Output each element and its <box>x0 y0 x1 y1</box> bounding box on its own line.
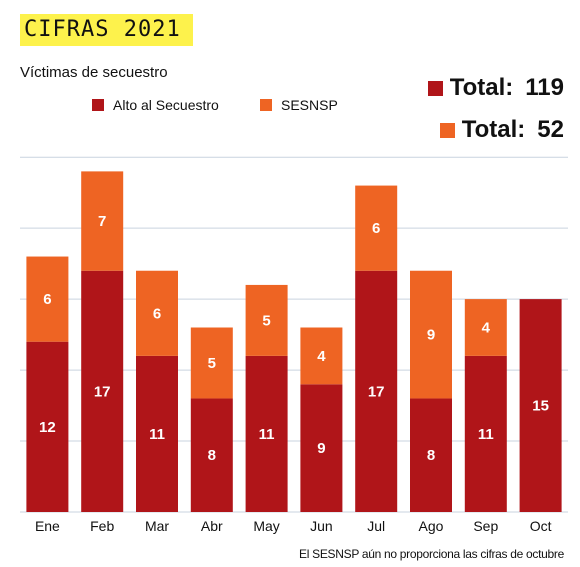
x-tick-ene: Ene <box>35 518 60 534</box>
bar-label-sesnsp-abr: 5 <box>208 355 216 372</box>
bar-sesnsp-may <box>245 284 288 356</box>
x-tick-feb: Feb <box>90 518 114 534</box>
bar-alto-jul <box>355 270 398 512</box>
title-badge-text: CIFRAS 2021 <box>24 17 181 42</box>
bar-label-sesnsp-ago: 9 <box>427 327 435 344</box>
bar-label-alto-sep: 11 <box>478 426 494 443</box>
total-label-alto: Total: <box>449 74 514 101</box>
legend-swatch-sesnsp <box>260 99 272 111</box>
bar-alto-mar <box>136 355 178 512</box>
bar-label-sesnsp-feb: 7 <box>98 213 106 230</box>
legend-swatch-alto <box>92 99 104 111</box>
bar-label-sesnsp-jun: 4 <box>317 348 326 365</box>
x-tick-sep: Sep <box>473 518 498 534</box>
bar-sesnsp-abr <box>190 327 233 399</box>
x-tick-abr: Abr <box>201 518 223 534</box>
x-tick-ago: Ago <box>419 518 444 534</box>
legend-label-sesnsp: SESNSP <box>281 97 338 113</box>
bar-label-alto-ago: 8 <box>427 447 435 464</box>
bar-label-alto-abr: 8 <box>208 447 216 464</box>
bar-sesnsp-jun <box>300 327 343 385</box>
total-alto: Total: 119 <box>427 74 564 102</box>
bar-label-alto-jun: 9 <box>317 440 325 457</box>
bar-alto-oct <box>519 299 562 512</box>
x-tick-jul: Jul <box>367 518 385 534</box>
legend-item-alto: Alto al Secuestro <box>92 97 219 113</box>
total-swatch-alto <box>427 80 443 96</box>
bar-alto-ago <box>410 398 452 512</box>
chart-title: Víctimas de secuestro <box>20 64 168 81</box>
bar-label-alto-may: 11 <box>259 426 275 443</box>
bar-label-alto-oct: 15 <box>532 398 549 415</box>
bar-sesnsp-feb <box>81 171 124 271</box>
total-value-alto: 119 <box>525 74 564 101</box>
bar-label-alto-ene: 12 <box>39 419 56 436</box>
legend-label-alto: Alto al Secuestro <box>113 97 219 113</box>
bar-sesnsp-jul <box>355 185 398 271</box>
title-badge <box>20 14 193 46</box>
bar-label-sesnsp-jul: 6 <box>372 220 380 237</box>
chart-note: El SESNSP aún no proporciona las cifras … <box>299 547 564 561</box>
total-sesnsp: Total: 52 <box>439 116 564 144</box>
bar-label-alto-feb: 17 <box>94 383 111 400</box>
bar-label-sesnsp-may: 5 <box>262 312 270 329</box>
bar-label-sesnsp-ene: 6 <box>43 291 51 308</box>
bar-sesnsp-sep <box>464 299 507 356</box>
x-tick-mar: Mar <box>145 518 169 534</box>
x-tick-may: May <box>253 518 279 534</box>
bar-sesnsp-ago <box>410 270 452 399</box>
bar-alto-may <box>245 355 288 512</box>
bar-label-sesnsp-mar: 6 <box>153 305 161 322</box>
bar-label-sesnsp-sep: 4 <box>482 320 491 337</box>
x-tick-oct: Oct <box>530 518 552 534</box>
total-swatch-sesnsp <box>439 122 455 138</box>
bar-label-alto-mar: 11 <box>149 426 165 443</box>
bar-label-alto-jul: 17 <box>368 383 385 400</box>
bar-alto-sep <box>464 355 507 512</box>
legend-item-sesnsp: SESNSP <box>260 97 338 113</box>
bar-sesnsp-ene <box>26 256 69 342</box>
bar-alto-jun <box>300 384 343 512</box>
bar-alto-ene <box>26 341 69 512</box>
total-label-sesnsp: Total: <box>461 116 526 143</box>
bar-alto-feb <box>81 270 124 512</box>
x-tick-jun: Jun <box>310 518 333 534</box>
bar-sesnsp-mar <box>136 270 178 356</box>
bar-alto-abr <box>190 398 233 512</box>
total-value-sesnsp: 52 <box>537 116 564 143</box>
